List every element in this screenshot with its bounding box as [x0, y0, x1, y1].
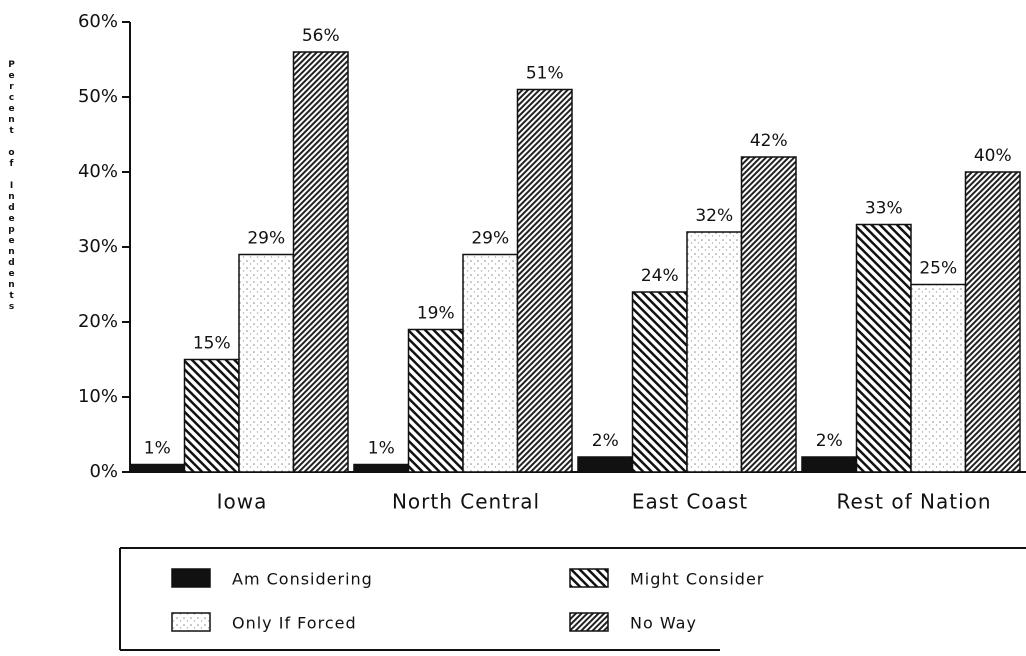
bar: [631, 291, 688, 473]
legend-label: Might Consider: [630, 570, 764, 589]
x-tick-label: Rest of Nation: [836, 490, 991, 514]
bar: [740, 156, 797, 473]
x-tick-label: North Central: [392, 490, 540, 514]
y-tick-label: 40%: [78, 161, 118, 182]
data-label: 2%: [816, 431, 843, 451]
bar: [964, 171, 1021, 473]
data-label: 56%: [302, 26, 340, 46]
bar: [292, 51, 349, 473]
bar: [516, 88, 573, 473]
data-label: 42%: [750, 131, 788, 151]
bar: [910, 283, 967, 473]
y-tick-label: 30%: [78, 236, 118, 257]
legend-label: No Way: [630, 614, 697, 633]
legend-swatch: [569, 568, 609, 588]
y-tick-label: 50%: [78, 86, 118, 107]
y-axis-label: Percent of Independents: [7, 60, 17, 313]
y-tick-label: 60%: [78, 11, 118, 32]
data-label: 33%: [865, 199, 903, 219]
legend-label: Am Considering: [232, 570, 373, 589]
bar: [353, 463, 410, 473]
legend-swatch: [171, 612, 211, 632]
data-label: 19%: [417, 304, 455, 324]
data-label: 29%: [471, 229, 509, 249]
legend-label: Only If Forced: [232, 614, 357, 633]
data-label: 24%: [641, 266, 679, 286]
data-label: 32%: [695, 206, 733, 226]
y-tick-label: 0%: [89, 461, 118, 482]
bar: [462, 253, 519, 473]
bar: [129, 463, 186, 473]
data-label: 51%: [526, 64, 564, 84]
data-label: 40%: [974, 146, 1012, 166]
bar: [407, 328, 464, 473]
y-tick-label: 20%: [78, 311, 118, 332]
data-label: 15%: [193, 334, 231, 354]
data-label: 1%: [368, 439, 395, 459]
data-label: 1%: [144, 439, 171, 459]
legend-swatch: [569, 612, 609, 632]
bar: [183, 358, 240, 473]
bar: [686, 231, 743, 473]
bar: [577, 456, 634, 473]
bar: [801, 456, 858, 473]
x-tick-label: Iowa: [217, 490, 268, 514]
data-label: 29%: [247, 229, 285, 249]
data-label: 2%: [592, 431, 619, 451]
data-label: 25%: [919, 259, 957, 279]
y-tick-label: 10%: [78, 386, 118, 407]
bar: [238, 253, 295, 473]
bar: [855, 223, 912, 473]
x-tick-label: East Coast: [632, 490, 748, 514]
legend-swatch: [171, 568, 211, 588]
